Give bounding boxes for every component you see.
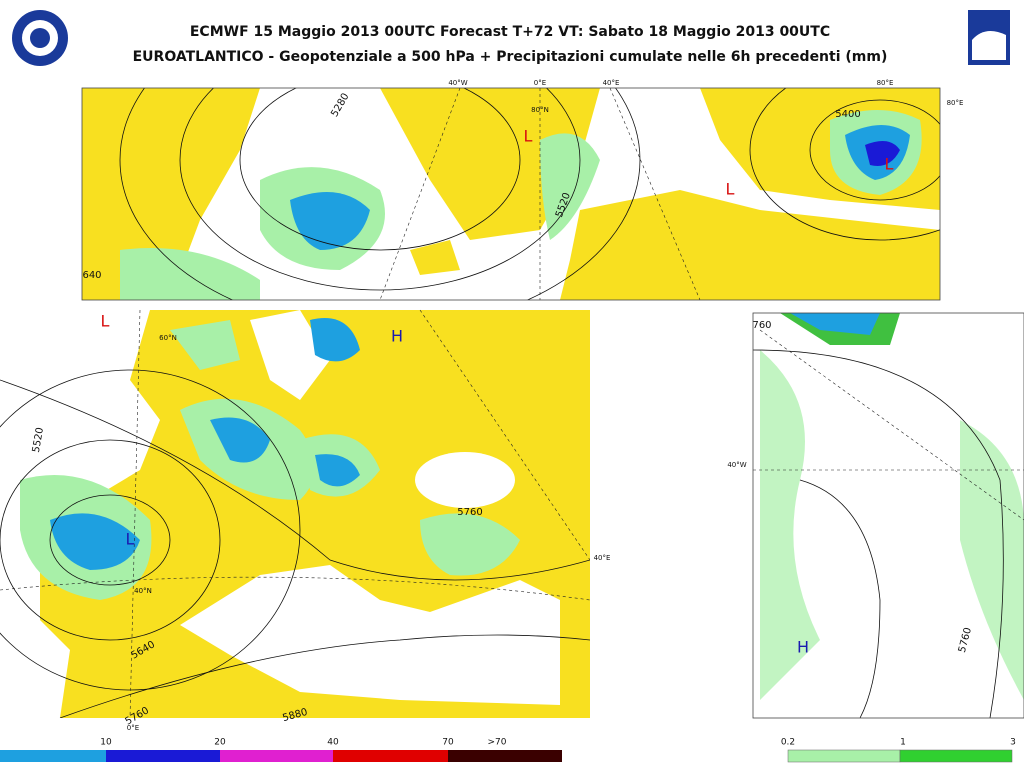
pressure-center: H [797,638,809,657]
legend-label: 70 [442,738,454,748]
legend-label: 40 [327,738,339,748]
logo-left [12,10,68,66]
subtitle: EUROATLANTICO - Geopotenziale a 500 hPa … [133,49,888,65]
pressure-center: L [101,312,110,331]
legend-low [787,749,1013,763]
contour-label: 5400 [835,109,860,120]
top-map-frame [81,87,941,301]
right-map [753,313,1024,718]
legend-label: 3 [1010,738,1016,748]
pressure-center: L [524,127,533,146]
coord-label: 80°N [531,106,549,114]
coord-label: 40°N [134,587,152,595]
pressure-center: L [126,530,135,549]
left-map [0,305,590,718]
legend-label: 0.2 [781,738,795,748]
coord-label: 80°E [877,79,894,87]
coord-label: 80°E [947,99,964,107]
pressure-center: L [885,155,894,174]
contour-label: 760 [752,320,771,331]
coord-label: 0°E [127,724,139,732]
legend-high [0,750,562,762]
pressure-center: H [391,327,403,346]
top-map [82,88,940,300]
coord-label: 40°W [727,461,746,469]
coord-label: 60°N [159,334,177,342]
coord-label: 40°W [448,79,467,87]
coord-label: 40°E [594,554,611,562]
pressure-center: L [726,180,735,199]
logo-right [968,10,1010,65]
legend-label: 10 [100,738,112,748]
contour-label: 5760 [457,507,482,518]
legend-label: >70 [488,738,507,748]
contour-label: 640 [82,270,101,281]
legend-label: 1 [900,738,906,748]
title: ECMWF 15 Maggio 2013 00UTC Forecast T+72… [190,24,830,40]
right-map-frame [752,312,1024,719]
coord-label: 0°E [534,79,546,87]
legend-label: 20 [214,738,226,748]
coord-label: 40°E [603,79,620,87]
contour-label: 5520 [31,427,46,454]
